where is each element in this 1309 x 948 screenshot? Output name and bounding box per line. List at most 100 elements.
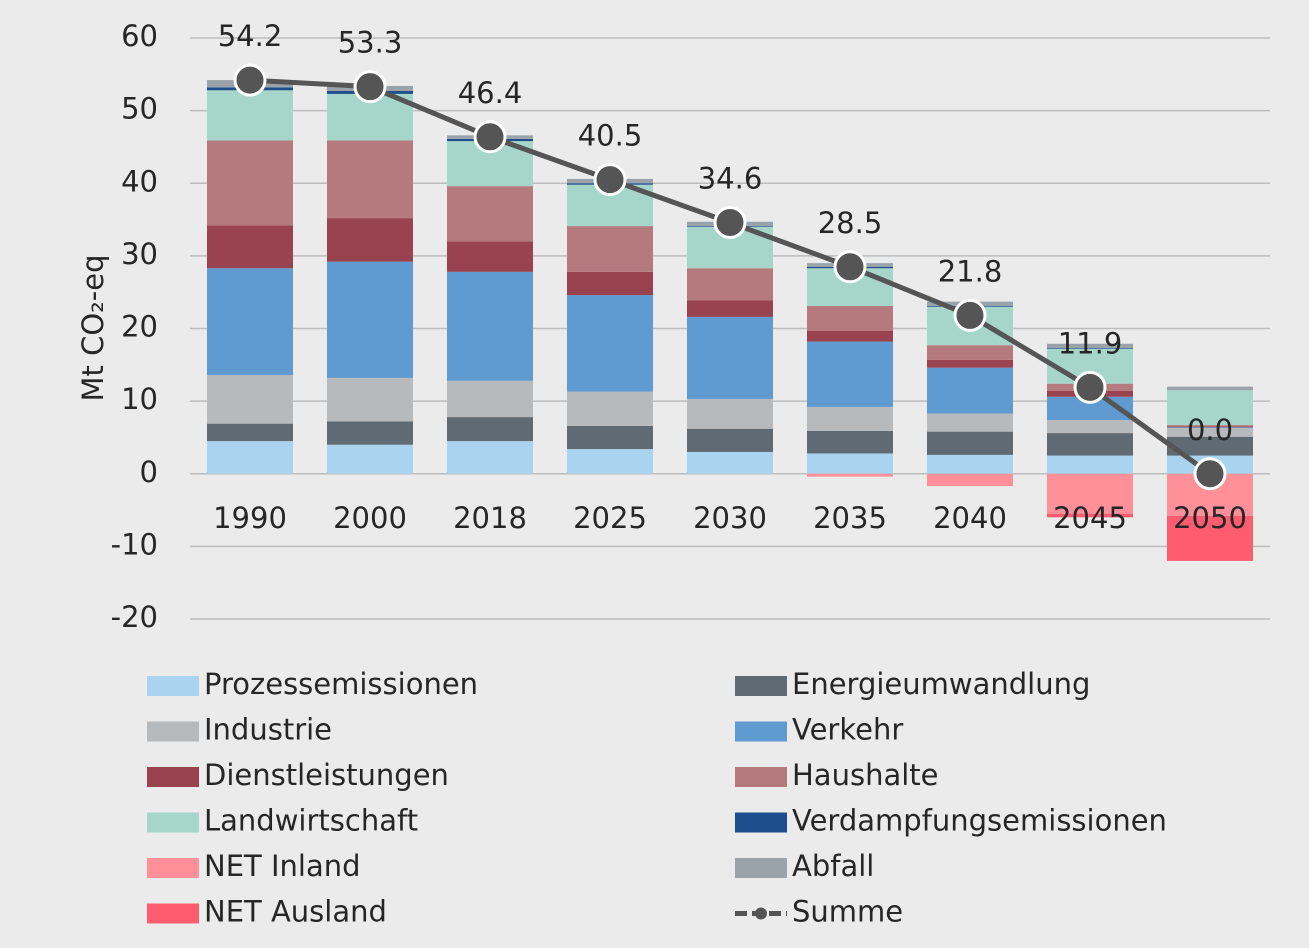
bar-segment [567, 391, 653, 426]
bar-segment [927, 367, 1013, 414]
data-label: 11.9 [1058, 326, 1123, 360]
x-tick-label: 2050 [1173, 501, 1247, 535]
bar-segment [1047, 513, 1133, 518]
data-label: 54.2 [218, 19, 283, 53]
bar-segment [687, 316, 773, 399]
x-tick-label: 2045 [1053, 501, 1127, 535]
y-tick-label: -10 [111, 527, 158, 561]
data-label: 34.6 [698, 161, 763, 195]
legend-label: Abfall [792, 849, 874, 883]
bar-segment [207, 225, 293, 269]
line-point [473, 120, 507, 154]
y-tick-label: 30 [121, 237, 158, 271]
data-label: 28.5 [818, 206, 883, 240]
bar-segment [927, 473, 1013, 487]
bar-segment [927, 431, 1013, 455]
bar-segment [1047, 433, 1133, 456]
bar-segment [207, 423, 293, 442]
data-label: 40.5 [578, 119, 643, 153]
bar-segment [807, 330, 893, 342]
bar-segment [1167, 427, 1253, 437]
bar-segment [1047, 473, 1133, 514]
bar-segment [327, 261, 413, 378]
bar-segment [327, 444, 413, 474]
bar-segment [927, 359, 1013, 368]
bar-segment [927, 454, 1013, 474]
bar-segment [1167, 515, 1253, 561]
legend-swatch [735, 767, 787, 787]
legend-swatch [735, 721, 787, 742]
line-point [713, 205, 747, 239]
y-tick-label: 20 [121, 310, 158, 344]
bar-segment [807, 341, 893, 407]
y-tick-label: -20 [111, 600, 158, 634]
x-tick-label: 1990 [213, 501, 287, 535]
legend-swatch [147, 903, 199, 924]
data-label: 0.0 [1187, 413, 1233, 447]
y-tick-label: 40 [121, 164, 158, 198]
line-point [593, 163, 627, 197]
bar-segment [1167, 426, 1253, 428]
legend-label: Haushalte [792, 758, 939, 792]
bar-segment [327, 377, 413, 422]
bar-segment [687, 268, 773, 301]
legend-label: Landwirtschaft [204, 804, 418, 838]
y-tick-label: 50 [121, 92, 158, 126]
legend-swatch [147, 767, 199, 787]
bar-segment [207, 90, 293, 141]
legend-label: Industrie [204, 713, 332, 747]
bar-segment [207, 140, 293, 226]
bar-segment [447, 441, 533, 474]
bar-segment [327, 140, 413, 219]
y-axis-label: Mt CO₂-eq [76, 254, 110, 401]
legend-swatch [735, 676, 787, 696]
legend-label: Verdampfungsemissionen [792, 804, 1167, 838]
y-tick-label: 10 [121, 382, 158, 416]
bar-segment [807, 305, 893, 331]
legend-swatch [147, 858, 199, 878]
bar-segment [1167, 427, 1253, 428]
bar-segment [567, 226, 653, 272]
bar-segment [567, 271, 653, 296]
bar-segment [1167, 436, 1253, 456]
y-tick-label: 0 [140, 455, 158, 489]
legend-label: Prozessemissionen [204, 667, 478, 701]
bar-segment [927, 345, 1013, 360]
line-point [833, 250, 867, 284]
bar-segment [1047, 348, 1133, 349]
legend-label: NET Ausland [204, 895, 387, 929]
y-tick-label: 60 [121, 19, 158, 53]
bar-segment [687, 398, 773, 429]
x-tick-label: 2040 [933, 501, 1007, 535]
bar-segment [447, 186, 533, 242]
bar-segment [1167, 386, 1253, 391]
legend-label: Verkehr [792, 713, 903, 747]
data-label: 53.3 [338, 26, 403, 60]
bar-segment [567, 295, 653, 392]
line-point [233, 63, 267, 97]
bar-segment [447, 271, 533, 381]
line-point [1073, 370, 1107, 404]
bar-segment [807, 430, 893, 454]
x-tick-label: 2025 [573, 501, 647, 535]
x-tick-label: 2030 [693, 501, 767, 535]
legend-swatch [147, 812, 199, 833]
bar-segment [207, 268, 293, 375]
bar-segment [687, 451, 773, 474]
bar-segment [327, 218, 413, 262]
legend-swatch [147, 721, 199, 742]
bar-segment [1047, 455, 1133, 474]
legend-swatch [755, 907, 767, 920]
bar-segment [1167, 390, 1253, 426]
bar-segment [807, 406, 893, 431]
x-tick-label: 2018 [453, 501, 527, 535]
legend-label: Summe [792, 895, 903, 929]
bar-segment [1047, 343, 1133, 349]
bar-segment [447, 417, 533, 442]
legend-label: NET Inland [204, 849, 361, 883]
data-label: 21.8 [938, 254, 1003, 288]
line-point [1193, 457, 1227, 491]
x-tick-label: 2000 [333, 501, 407, 535]
legend-swatch [735, 858, 787, 878]
bar-segment [807, 453, 893, 474]
